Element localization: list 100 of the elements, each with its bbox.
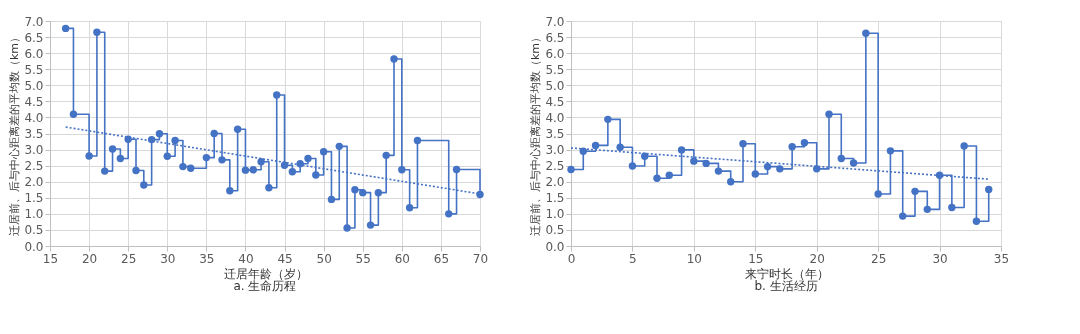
point bbox=[960, 142, 968, 150]
point bbox=[899, 212, 907, 220]
point bbox=[935, 171, 944, 179]
x-tick-label: 10 bbox=[686, 251, 702, 266]
point bbox=[727, 178, 735, 186]
y-tick-label: 4.0 bbox=[545, 110, 565, 125]
y-tick-label: 5.5 bbox=[24, 62, 44, 77]
point bbox=[335, 142, 343, 151]
x-tick-label: 25 bbox=[871, 251, 887, 266]
y-tick-label: 0.5 bbox=[545, 223, 565, 238]
point bbox=[366, 221, 375, 229]
point bbox=[241, 166, 250, 174]
point bbox=[923, 205, 931, 214]
x-tick-label: 50 bbox=[316, 251, 332, 266]
y-tick-label: 1.5 bbox=[545, 191, 565, 206]
point bbox=[641, 152, 649, 161]
point bbox=[874, 190, 882, 198]
point bbox=[972, 217, 981, 225]
point bbox=[413, 136, 422, 145]
y-tick-label: 3.5 bbox=[545, 127, 565, 141]
y-tick-label: 4.5 bbox=[24, 94, 44, 109]
point bbox=[604, 115, 612, 124]
y-tick-label: 5.0 bbox=[545, 78, 565, 93]
point bbox=[249, 166, 257, 174]
point bbox=[124, 135, 132, 143]
point bbox=[85, 152, 93, 160]
point bbox=[825, 110, 833, 118]
point bbox=[849, 159, 858, 167]
point bbox=[567, 165, 575, 174]
point bbox=[665, 171, 673, 179]
point bbox=[61, 24, 70, 33]
point bbox=[265, 184, 273, 192]
point bbox=[751, 170, 759, 178]
y-tick-label: 6.5 bbox=[545, 30, 565, 45]
point bbox=[202, 153, 211, 162]
y-tick-label: 5.0 bbox=[24, 78, 44, 93]
y-axis-title: 迁居前、后与中心距离差的平均数（km） bbox=[529, 31, 543, 237]
y-tick-label: 7.0 bbox=[24, 14, 44, 29]
y-tick-label: 6.0 bbox=[24, 46, 44, 61]
point bbox=[140, 181, 148, 189]
x-tick-label: 35 bbox=[993, 251, 1010, 266]
y-tick-label: 1.5 bbox=[24, 191, 44, 206]
text: a. 生命历程 bbox=[233, 279, 297, 293]
point bbox=[948, 203, 956, 212]
x-tick-label: 20 bbox=[81, 251, 98, 266]
y-tick-label: 2.5 bbox=[24, 159, 44, 174]
point bbox=[210, 129, 218, 138]
y-tick-label: 2.0 bbox=[545, 175, 565, 190]
point bbox=[179, 162, 187, 171]
y-tick-label: 3.0 bbox=[24, 143, 44, 158]
point bbox=[405, 204, 414, 212]
point bbox=[312, 171, 320, 179]
y-tick-label: 5.5 bbox=[545, 62, 565, 77]
point bbox=[390, 55, 398, 63]
x-tick-label: 25 bbox=[121, 251, 137, 266]
point bbox=[93, 28, 101, 36]
point bbox=[147, 135, 156, 144]
point bbox=[319, 148, 328, 156]
point bbox=[359, 188, 367, 197]
y-tick-label: 0.5 bbox=[24, 223, 44, 238]
x-tick-label: 60 bbox=[394, 251, 410, 266]
point bbox=[327, 195, 336, 204]
y-tick-label: 4.5 bbox=[545, 94, 565, 109]
y-tick-label: 4.0 bbox=[24, 110, 44, 125]
point bbox=[677, 146, 686, 154]
point bbox=[351, 186, 359, 194]
point bbox=[776, 165, 784, 173]
point bbox=[163, 152, 171, 161]
point bbox=[616, 143, 624, 152]
x-tick-label: 45 bbox=[277, 251, 293, 266]
point bbox=[226, 187, 234, 195]
point bbox=[233, 125, 242, 134]
x-tick-label: 35 bbox=[199, 251, 215, 266]
point bbox=[132, 166, 140, 175]
point bbox=[218, 156, 226, 164]
point bbox=[445, 210, 453, 218]
point bbox=[101, 167, 109, 175]
point bbox=[476, 190, 484, 199]
y-tick-label: 1.0 bbox=[24, 207, 44, 222]
point bbox=[108, 145, 117, 153]
point bbox=[800, 139, 809, 147]
x-axis-title: 迁居年龄（岁） bbox=[223, 266, 308, 281]
y-tick-label: 6.0 bbox=[545, 46, 565, 61]
point bbox=[296, 160, 304, 168]
point bbox=[304, 154, 312, 163]
point bbox=[911, 187, 919, 196]
y-tick-label: 1.0 bbox=[545, 207, 565, 222]
point bbox=[374, 188, 383, 197]
point bbox=[628, 162, 637, 170]
point bbox=[171, 136, 179, 145]
x-tick-label: 5 bbox=[629, 251, 637, 266]
y-tick-label: 0.0 bbox=[545, 239, 565, 254]
point bbox=[788, 142, 796, 151]
point bbox=[288, 168, 297, 176]
point bbox=[837, 154, 845, 163]
point bbox=[343, 224, 351, 232]
point bbox=[690, 157, 698, 165]
x-axis-title: 来宁时长（年） bbox=[744, 266, 829, 281]
y-tick-label: 0.0 bbox=[24, 239, 44, 254]
point bbox=[702, 159, 710, 168]
